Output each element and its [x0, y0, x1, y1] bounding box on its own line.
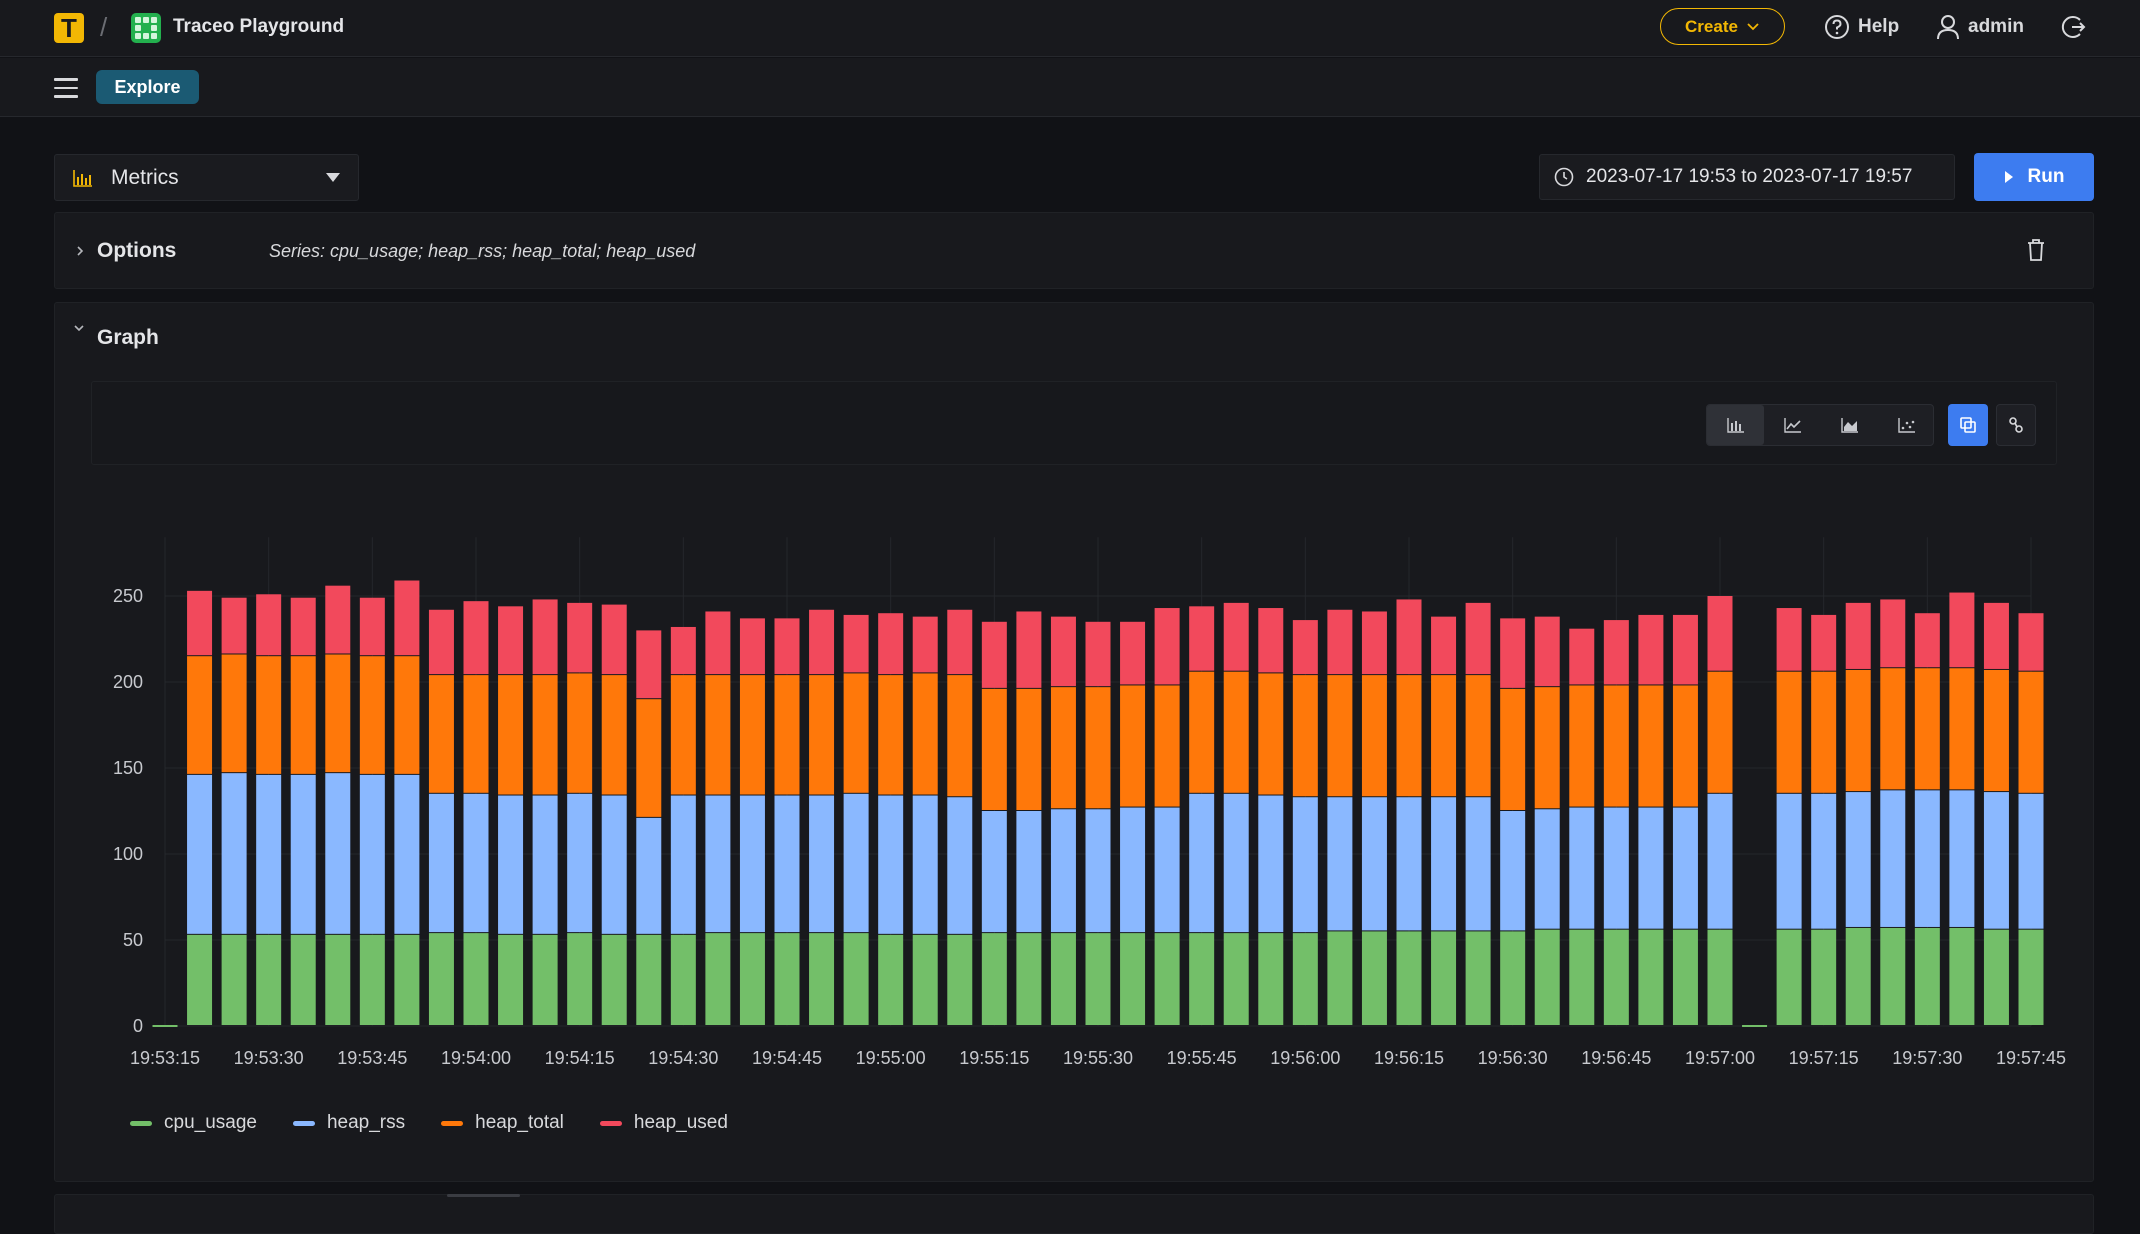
area-chart-icon [1840, 418, 1858, 433]
breadcrumb-separator: / [100, 12, 108, 42]
options-panel: Options Series: cpu_usage; heap_rss; hea… [54, 212, 2094, 289]
line-chart-icon [1783, 418, 1801, 433]
viz-type-group [1706, 404, 1934, 446]
datasource-select[interactable]: Metrics [54, 154, 359, 201]
next-panel [54, 1194, 2094, 1234]
series-summary: Series: cpu_usage; heap_rss; heap_total;… [269, 241, 696, 261]
user-menu[interactable]: admin [1936, 12, 2024, 42]
play-icon [2004, 171, 2013, 183]
legend-item-heap_used[interactable]: heap_used [599, 1112, 728, 1134]
trash-icon[interactable] [2025, 238, 2047, 262]
chevron-down-icon [1747, 22, 1759, 30]
link-icon [2009, 417, 2023, 433]
datasource-label: Metrics [111, 165, 179, 189]
run-label: Run [2027, 166, 2065, 187]
stack-toggle-button[interactable] [1948, 404, 1988, 446]
logout-button[interactable] [2060, 12, 2086, 42]
stack-icon [1960, 417, 1976, 433]
legend-item-heap_rss[interactable]: heap_rss [292, 1112, 406, 1134]
scatter-chart-icon [1897, 418, 1915, 433]
legend-item-cpu_usage[interactable]: cpu_usage [130, 1112, 257, 1134]
scatter-chart-button[interactable] [1878, 405, 1935, 445]
clock-icon [1554, 167, 1574, 187]
line-chart-button[interactable] [1764, 405, 1821, 445]
logout-icon [2061, 16, 2086, 38]
create-button-label: Create [1685, 16, 1738, 36]
caret-down-icon [326, 173, 340, 182]
bar-chart-button[interactable] [1707, 405, 1764, 445]
run-button[interactable]: Run [1974, 153, 2094, 201]
visualization-toolbar [91, 381, 2057, 465]
help-icon [1825, 15, 1849, 39]
options-title[interactable]: Options [97, 239, 177, 262]
traceo-logo[interactable]: T [54, 13, 84, 43]
link-tooltip-button[interactable] [1996, 404, 2036, 446]
legend-swatch [130, 1120, 152, 1126]
legend-label: heap_total [475, 1112, 564, 1133]
legend-swatch [599, 1120, 622, 1126]
help-label: Help [1858, 16, 1900, 37]
graph-panel: Graph [54, 302, 2094, 1182]
legend-swatch [292, 1120, 315, 1126]
top-bar: T / Traceo Playground Create Help admin [0, 0, 2140, 57]
legend-swatch [441, 1120, 464, 1126]
help-link[interactable]: Help [1824, 12, 1899, 42]
graph-title[interactable]: Graph [97, 326, 159, 349]
workspace-icon [131, 13, 161, 43]
time-range-label: 2023-07-17 19:53 to 2023-07-17 19:57 [1586, 166, 1913, 187]
sub-nav-bar [0, 58, 2140, 117]
metrics-icon [73, 169, 92, 187]
area-chart-button[interactable] [1821, 405, 1878, 445]
user-label: admin [1968, 16, 2024, 37]
time-range-picker[interactable]: 2023-07-17 19:53 to 2023-07-17 19:57 [1539, 154, 1955, 200]
chart-legend: cpu_usage heap_rss heap_total heap_used [130, 1112, 728, 1134]
chevron-right-icon[interactable] [75, 245, 85, 257]
bar-chart-icon [1726, 418, 1744, 433]
user-icon [1937, 15, 1959, 40]
explore-tab[interactable]: Explore [96, 70, 199, 104]
workspace-name[interactable]: Traceo Playground [173, 16, 345, 37]
legend-label: cpu_usage [164, 1112, 257, 1133]
panel-handle[interactable] [447, 1194, 520, 1197]
chevron-down-icon[interactable] [73, 323, 85, 333]
create-button[interactable]: Create [1660, 8, 1785, 45]
menu-icon[interactable] [54, 78, 78, 98]
legend-label: heap_rss [326, 1112, 406, 1133]
legend-label: heap_used [633, 1112, 728, 1133]
legend-item-heap_total[interactable]: heap_total [441, 1112, 564, 1134]
